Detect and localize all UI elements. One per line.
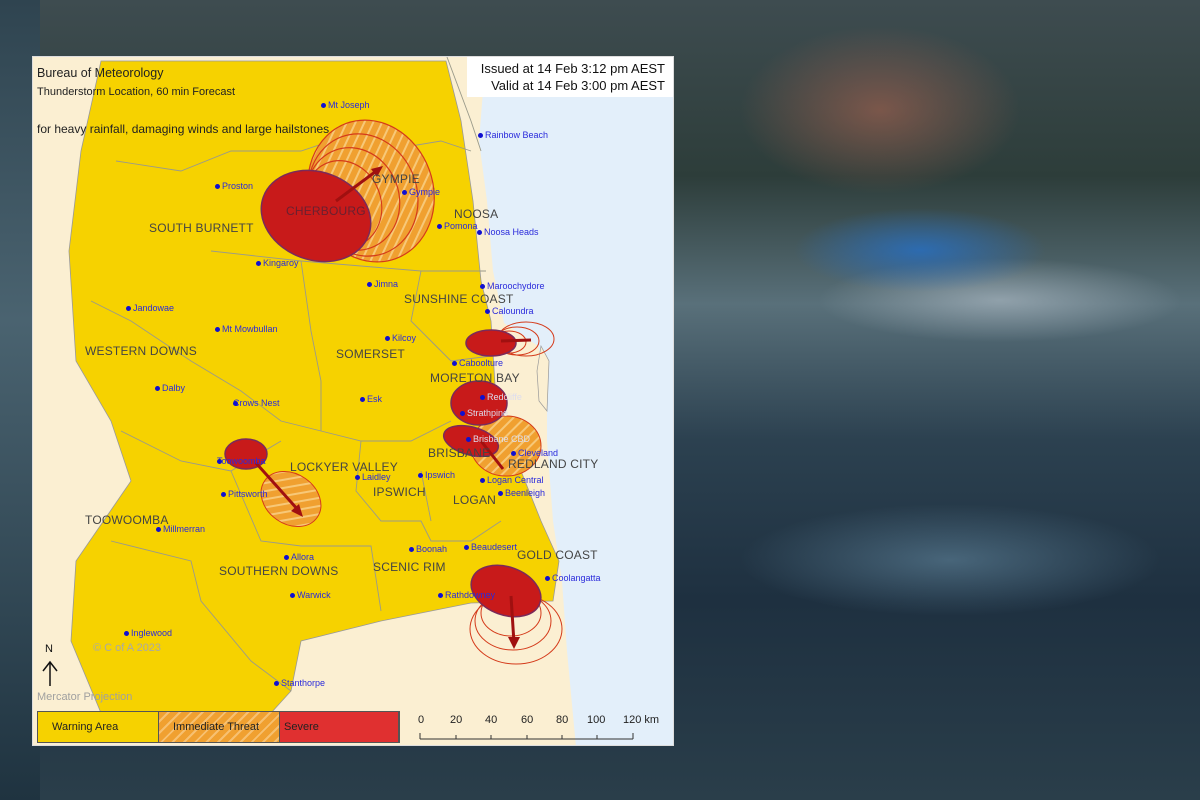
north-arrow-icon — [42, 660, 58, 686]
town-label: Dalby — [155, 383, 185, 393]
product-title: Thunderstorm Location, 60 min Forecast — [37, 86, 236, 98]
region-label: NOOSA — [454, 207, 499, 221]
town-label: Millmerran — [156, 524, 205, 534]
town-label: Warwick — [290, 590, 331, 600]
region-label: SOUTH BURNETT — [149, 221, 254, 235]
storm-rathdowney — [469, 564, 563, 665]
town-label: Rathdowney — [438, 590, 495, 600]
copyright: © C of A 2023 — [93, 642, 162, 654]
scale-tick: 20 — [450, 714, 463, 726]
town-label: Redcliffe — [480, 392, 522, 402]
town-label: Caboolture — [452, 358, 503, 368]
moreton-island — [536, 344, 550, 412]
town-label: Gympie — [402, 187, 440, 197]
legend: Warning Area Immediate Threat Severe Thu… — [37, 711, 400, 743]
region-label: SUNSHINE COAST — [404, 292, 514, 306]
town-label: Kingaroy — [256, 258, 299, 268]
scale-tick: 100 — [587, 714, 606, 726]
town-label: Stanthorpe — [274, 678, 325, 688]
thunderstorm-warning-map: SOUTH BURNETT CHERBOURG GYMPIE NOOSA SUN… — [32, 56, 674, 746]
issue-time-box: Issued at 14 Feb 3:12 pm AEST Valid at 1… — [466, 57, 673, 97]
town-label: Cleveland — [511, 448, 558, 458]
storm-cherbourg — [260, 119, 435, 263]
scale-tick: 40 — [485, 714, 498, 726]
region-label: GOLD COAST — [517, 548, 598, 562]
valid-time: Valid at 14 Feb 3:00 pm AEST — [491, 78, 665, 93]
storm-caloundra — [465, 321, 555, 357]
region-label: MORETON BAY — [430, 371, 520, 385]
town-label: Kilcoy — [385, 333, 416, 343]
town-label: Logan Central — [480, 475, 544, 485]
agency-title: Bureau of Meteorology — [37, 66, 164, 80]
town-label: Beaudesert — [464, 542, 517, 552]
legend-severe-thunderstorms: Severe Thunderstorms — [280, 712, 399, 742]
town-label: Pomona — [437, 221, 478, 231]
region-label: IPSWICH — [373, 485, 426, 499]
region-label: WESTERN DOWNS — [85, 344, 197, 358]
north-label: N — [45, 643, 53, 655]
region-boundaries — [90, 57, 502, 692]
town-label: Boonah — [409, 544, 447, 554]
town-label: Jandowae — [126, 303, 174, 313]
region-label: BRISBANE — [428, 446, 491, 460]
town-label: Caloundra — [485, 306, 534, 316]
region-label: TOOWOOMBA — [85, 513, 169, 527]
town-label: Crows Nest — [233, 398, 280, 408]
legend-warning-area: Warning Area — [38, 712, 159, 742]
town-label: Ipswich — [418, 470, 455, 480]
scale-tick: 120 km — [623, 714, 660, 726]
map-canvas — [42, 57, 673, 745]
region-label: LOGAN — [453, 493, 497, 507]
town-label: Rainbow Beach — [478, 130, 548, 140]
region-label: SOUTHERN DOWNS — [219, 564, 339, 578]
town-label: Strathpine — [460, 408, 508, 418]
town-label: Mt Joseph — [321, 100, 370, 110]
region-label: REDLAND CITY — [508, 457, 599, 471]
region-label: LOCKYER VALLEY — [290, 460, 398, 474]
town-label: Inglewood — [124, 628, 172, 638]
scale-labels: 0 20 40 60 80 100 120 km — [418, 711, 668, 741]
region-label: SCENIC RIM — [373, 560, 446, 574]
issued-time: Issued at 14 Feb 3:12 pm AEST — [480, 61, 665, 76]
town-label: Mt Mowbullan — [215, 324, 278, 334]
town-label: Pittsworth — [221, 489, 268, 499]
town-label: Jimna — [367, 279, 398, 289]
scale-tick: 80 — [556, 714, 569, 726]
scale-tick: 0 — [418, 714, 425, 726]
town-label: Proston — [215, 181, 253, 191]
town-label: Toowoomba — [217, 456, 266, 466]
region-label: CHERBOURG — [286, 204, 366, 218]
town-label: Esk — [360, 394, 382, 404]
ocean — [479, 57, 673, 745]
scale-tick: 60 — [521, 714, 534, 726]
town-label: Coolangatta — [545, 573, 601, 583]
region-label: SOMERSET — [336, 347, 405, 361]
town-label: Brisbane CBD — [466, 434, 530, 444]
region-label: GYMPIE — [372, 172, 420, 186]
town-label: Allora — [284, 552, 314, 562]
legend-immediate-threat: Immediate Threat — [159, 712, 280, 742]
town-label: Maroochydore — [480, 281, 545, 291]
warning-area — [68, 60, 560, 714]
town-label: Beenleigh — [498, 488, 545, 498]
storm-toowoomba — [224, 438, 322, 528]
hazards-text: for heavy rainfall, damaging winds and l… — [37, 122, 330, 136]
projection-label: Mercator Projection — [37, 691, 133, 703]
town-label: Noosa Heads — [477, 227, 539, 237]
town-label: Laidley — [355, 472, 391, 482]
scale-bar — [419, 733, 634, 740]
